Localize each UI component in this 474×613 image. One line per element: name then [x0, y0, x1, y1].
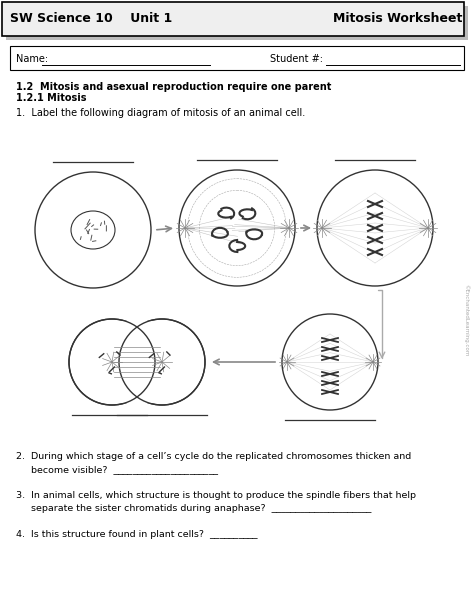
- Circle shape: [179, 170, 295, 286]
- Text: SW Science 10    Unit 1: SW Science 10 Unit 1: [10, 12, 172, 26]
- Text: separate the sister chromatids during anaphase?  _____________________: separate the sister chromatids during an…: [16, 504, 371, 513]
- Text: become visible?  ______________________: become visible? ______________________: [16, 465, 218, 474]
- Bar: [6, 6, 468, 40]
- Circle shape: [69, 319, 155, 405]
- Text: ©EnchantedLearning.com: ©EnchantedLearning.com: [463, 284, 469, 356]
- Text: Mitosis Worksheet: Mitosis Worksheet: [333, 12, 462, 26]
- Text: 2.  During which stage of a cell’s cycle do the replicated chromosomes thicken a: 2. During which stage of a cell’s cycle …: [16, 452, 411, 461]
- Bar: [112, 321, 162, 403]
- Text: 1.2  Mitosis and asexual reproduction require one parent: 1.2 Mitosis and asexual reproduction req…: [16, 82, 331, 92]
- Text: 4.  Is this structure found in plant cells?  __________: 4. Is this structure found in plant cell…: [16, 530, 257, 539]
- Text: 3.  In animal cells, which structure is thought to produce the spindle fibers th: 3. In animal cells, which structure is t…: [16, 491, 416, 500]
- Circle shape: [282, 314, 378, 410]
- Circle shape: [35, 172, 151, 288]
- Text: Name:: Name:: [16, 54, 51, 64]
- Bar: [2, 2, 464, 36]
- Text: Student #:: Student #:: [270, 54, 326, 64]
- Circle shape: [119, 319, 205, 405]
- Text: 1.2.1 Mitosis: 1.2.1 Mitosis: [16, 93, 86, 103]
- Bar: [10, 46, 464, 70]
- Ellipse shape: [71, 211, 115, 249]
- Circle shape: [317, 170, 433, 286]
- Text: 1.  Label the following diagram of mitosis of an animal cell.: 1. Label the following diagram of mitosi…: [16, 108, 305, 118]
